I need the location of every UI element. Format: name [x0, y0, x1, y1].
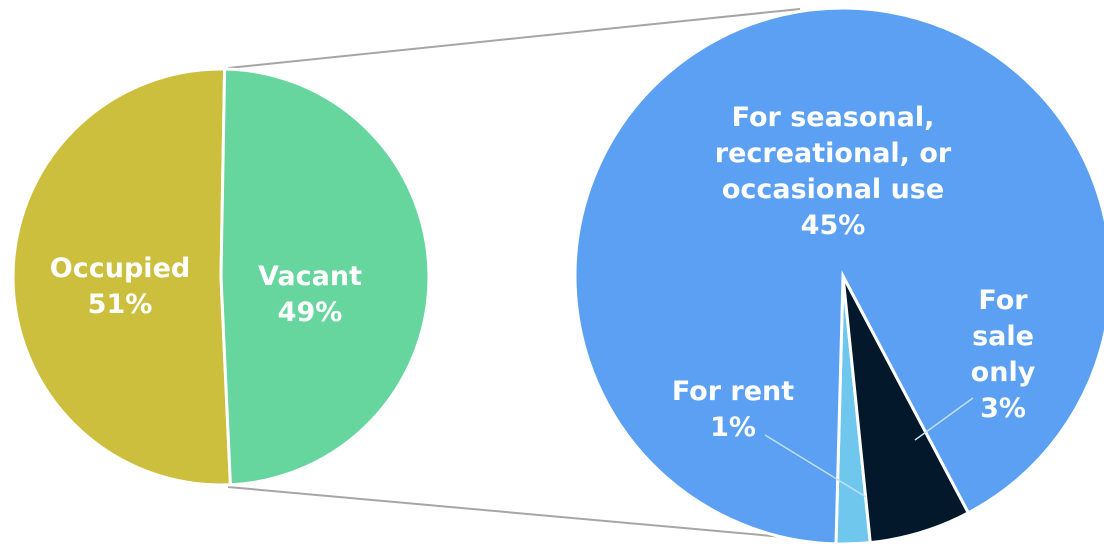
- slice-value: 51%: [87, 289, 153, 320]
- slice-name: For rent: [671, 376, 795, 407]
- slice-name: Occupied: [49, 253, 191, 284]
- pie-slice: [11, 67, 233, 487]
- pie-slice: [573, 6, 1104, 544]
- data-label: For seasonal, recreational, or occasiona…: [683, 100, 983, 244]
- data-label: Occupied 51%: [50, 251, 190, 323]
- connector-line: [227, 8, 801, 69]
- slice-name: Vacant: [258, 261, 362, 292]
- slice-value: 49%: [277, 297, 343, 328]
- slice-value: 1%: [710, 412, 756, 443]
- data-label: Vacant 49%: [258, 259, 362, 331]
- slice-value: 3%: [980, 393, 1026, 424]
- slice-name: For sale only: [970, 285, 1036, 388]
- leader-line: [914, 397, 974, 441]
- slice-name: For seasonal, recreational, or occasiona…: [714, 102, 952, 205]
- slice-value: 45%: [800, 210, 866, 241]
- connector-line: [227, 486, 851, 544]
- leader-line: [764, 434, 867, 498]
- pie-slice: [219, 67, 431, 487]
- data-label: For sale only 3%: [953, 283, 1054, 427]
- data-label: For rent 1%: [672, 374, 794, 446]
